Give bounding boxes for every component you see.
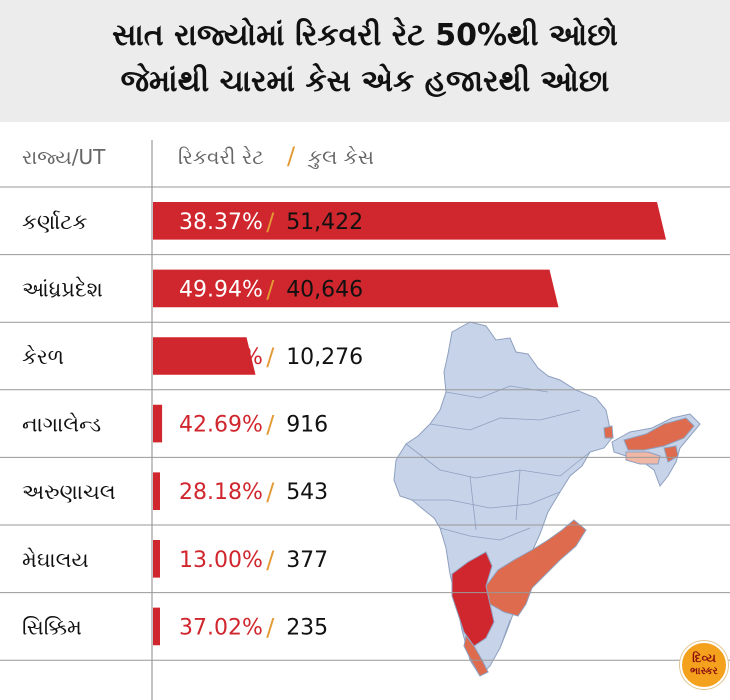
separator-slash: / <box>266 546 275 574</box>
case-count-label: 543 <box>286 480 328 505</box>
bar <box>153 202 666 240</box>
case-count-label: 235 <box>286 615 328 640</box>
separator-slash: / <box>266 275 275 303</box>
bar <box>153 337 256 375</box>
recovery-rate-label: 37.02% <box>179 615 263 640</box>
logo-text-top: દિવ્ય <box>692 651 716 665</box>
logo-text-bottom: ભાસ્કર <box>690 666 718 677</box>
separator-slash: / <box>266 478 275 506</box>
recovery-rate-label: 42.69% <box>179 413 263 438</box>
map-mainland <box>393 321 613 677</box>
recovery-rate-label: 47.31% <box>179 345 263 370</box>
case-count-label: 10,276 <box>286 345 363 370</box>
recovery-rate-label: 13.00% <box>179 548 263 573</box>
state-label: મેઘાલય <box>22 548 89 572</box>
state-label: કેરળ <box>22 345 64 369</box>
recovery-rate-label: 49.94% <box>179 277 263 302</box>
case-count-label: 916 <box>286 413 328 438</box>
map-meghalaya <box>625 451 661 465</box>
state-label: નાગાલેન્ડ <box>22 412 101 436</box>
bar <box>153 472 160 510</box>
map-karnataka <box>451 551 495 647</box>
case-count-label: 377 <box>286 548 328 573</box>
recovery-rate-label: 28.18% <box>179 480 263 505</box>
title-line-2: જેમાંથી ચારમાં કેસ એક હજારથી ઓછા <box>120 64 610 99</box>
recovery-rate-label: 38.37% <box>179 210 263 235</box>
map-arunachal <box>623 417 695 451</box>
header-slash: / <box>287 142 296 170</box>
state-label: સિક્કિમ <box>22 615 82 639</box>
separator-slash: / <box>266 208 275 236</box>
state-column-header: રાજ્ય/UT <box>22 145 106 169</box>
title-band: સાત રાજ્યોમાં રિકવરી રેટ 50%થી ઓછો જેમાં… <box>0 0 730 122</box>
state-label: કર્ણાટક <box>22 210 88 234</box>
map-sikkim <box>603 425 614 439</box>
cases-column-header: કુલ કેસ <box>308 145 374 169</box>
state-label: આંધ્રપ્રદેશ <box>22 276 103 301</box>
title-line-1: સાત રાજ્યોમાં રિકવરી રેટ 50%થી ઓછો <box>112 18 618 53</box>
case-count-label: 51,422 <box>286 210 363 235</box>
map-andhra <box>485 519 587 617</box>
bar <box>153 607 160 646</box>
separator-slash: / <box>266 613 275 641</box>
map-kerala <box>463 634 489 677</box>
case-count-label: 40,646 <box>286 277 363 302</box>
india-map <box>393 321 701 677</box>
rate-column-header: રિકવરી રેટ <box>178 145 264 169</box>
table-header: રાજ્ય/UT રિકવરી રેટ / કુલ કેસ <box>0 125 730 187</box>
bar <box>153 540 160 578</box>
bar <box>153 404 163 443</box>
state-label: અરુણાચલ <box>22 480 116 504</box>
bar <box>153 269 559 308</box>
divya-bhaskar-logo: દિવ્ય ભાસ્કર <box>680 641 728 689</box>
separator-slash: / <box>266 343 275 371</box>
separator-slash: / <box>266 411 275 439</box>
map-state-borders <box>405 385 591 649</box>
